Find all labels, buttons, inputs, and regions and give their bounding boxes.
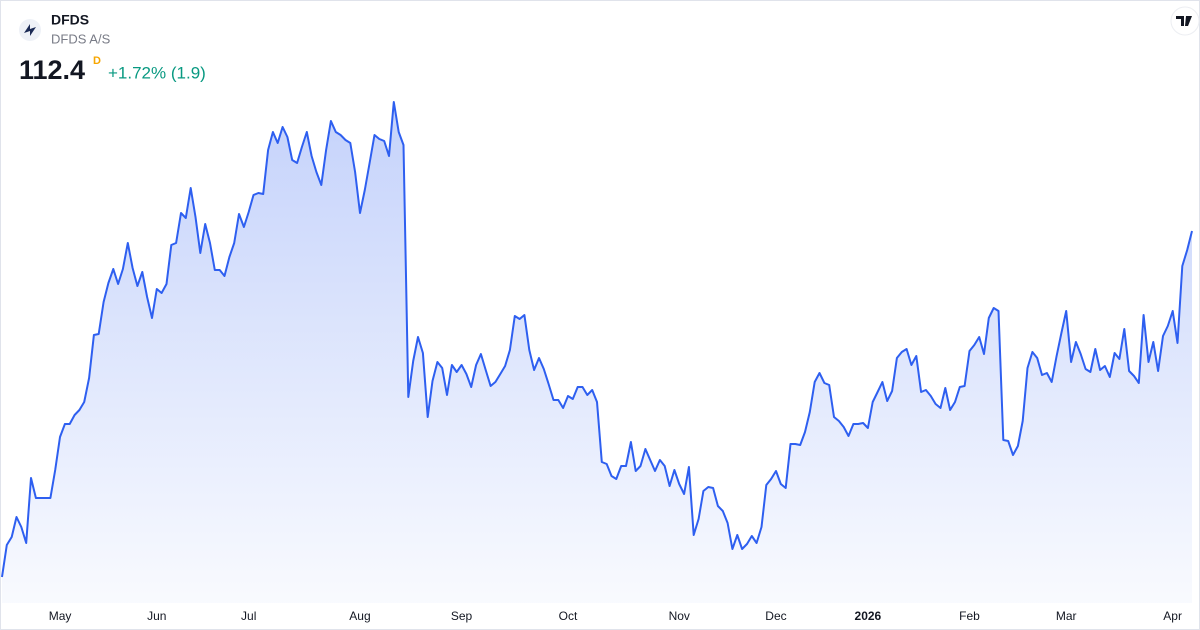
- x-tick-label: Nov: [669, 609, 690, 623]
- x-tick-label: Apr: [1163, 609, 1182, 623]
- x-tick-label: Feb: [959, 609, 980, 623]
- symbol-logo: [19, 19, 41, 41]
- area-fill: [2, 102, 1192, 603]
- tradingview-logo[interactable]: [1170, 6, 1200, 36]
- x-tick-label: Jun: [147, 609, 166, 623]
- price-line: [1, 101, 1193, 578]
- symbol: DFDS: [51, 12, 89, 28]
- company-name: DFDS A/S: [51, 31, 111, 46]
- interval: D: [93, 55, 101, 67]
- x-tick-label: Sep: [451, 609, 473, 623]
- x-tick-label: May: [49, 609, 72, 623]
- x-tick-label: Aug: [349, 609, 370, 623]
- x-tick-label: Mar: [1056, 609, 1077, 623]
- x-tick-label: Jul: [241, 609, 256, 623]
- last-price: 112.4: [19, 55, 85, 85]
- x-tick-label: 2026: [855, 609, 882, 623]
- x-tick-label: Dec: [765, 609, 786, 623]
- x-tick-label: Oct: [559, 609, 578, 623]
- price-change: +1.72% (1.9): [108, 63, 206, 82]
